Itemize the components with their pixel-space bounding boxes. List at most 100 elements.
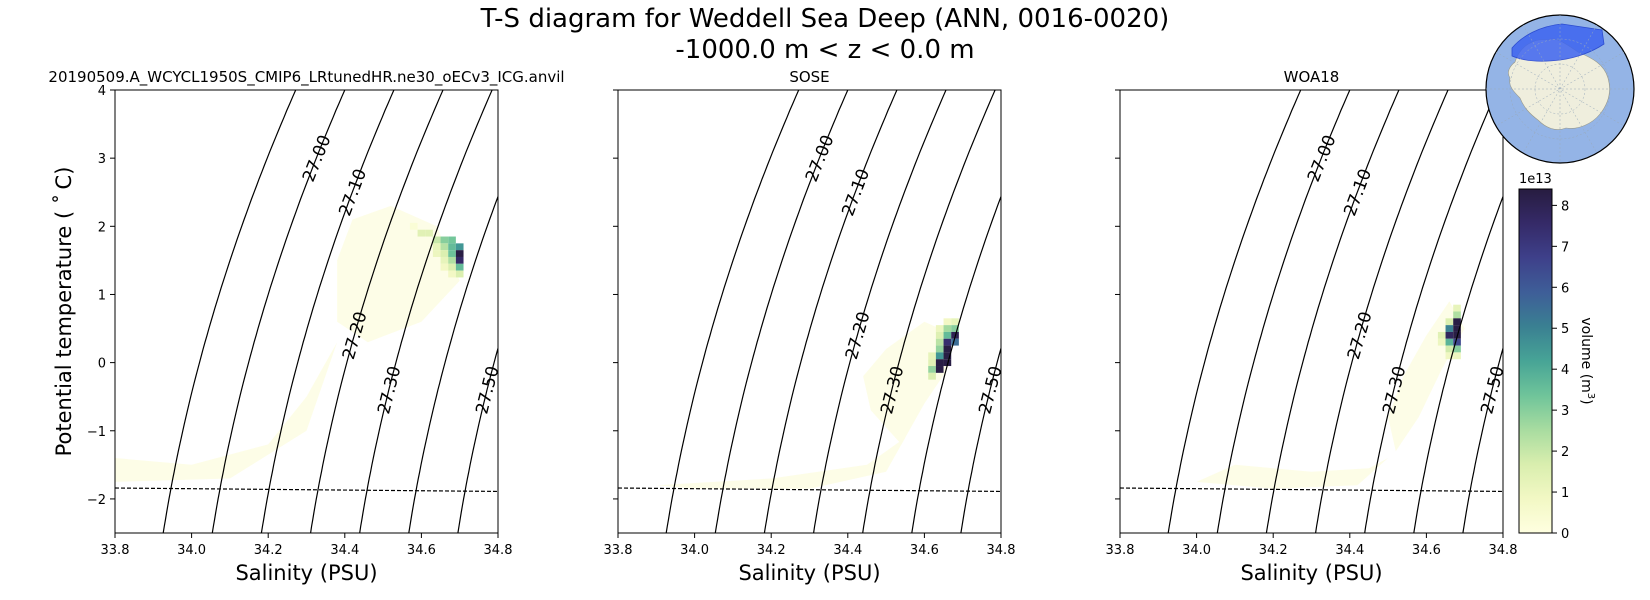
contour-label: 27.20	[842, 310, 875, 362]
colorbar-label-sup: 3	[1585, 393, 1596, 399]
density-contour	[1364, 90, 1498, 533]
volume-bin	[1453, 304, 1461, 312]
low-volume-tail	[656, 437, 906, 489]
axes-frame	[1119, 89, 1504, 534]
contour-label: 27.10	[838, 166, 874, 219]
density-contour	[359, 90, 493, 533]
density-contour	[260, 90, 395, 533]
density-contour	[309, 90, 444, 533]
inset-meridian	[1522, 24, 1598, 154]
volume-bin	[440, 250, 449, 257]
colorbar-tick-label: 5	[1561, 322, 1569, 337]
x-tick-label: 34.2	[757, 543, 786, 558]
x-axis-label: Salinity (PSU)	[1240, 561, 1382, 585]
panel-title: WOA18	[1284, 68, 1340, 86]
colorbar-tick-label: 3	[1561, 404, 1569, 419]
volume-bin	[440, 236, 449, 244]
x-tick-label: 34.2	[1259, 543, 1288, 558]
density-contour	[1608, 83, 1650, 546]
density-contour	[1008, 83, 1146, 546]
density-contour	[457, 346, 498, 533]
y-tick-label: 0	[98, 357, 106, 372]
contour-label-group: 27.00	[299, 132, 336, 185]
volume-bin	[951, 318, 959, 326]
volume-bin	[1453, 318, 1461, 326]
volume-bin	[943, 318, 952, 326]
volume-bin	[928, 372, 936, 380]
density-contour	[211, 90, 346, 533]
contour-label-group: 27.30	[374, 364, 405, 416]
freezing-line	[1120, 487, 1503, 493]
contour-label-group: 27.00	[1304, 132, 1341, 185]
contour-label-group: 27.50	[472, 364, 503, 416]
volume-bin	[928, 359, 936, 367]
x-tick-label: 34.0	[177, 543, 206, 558]
density-contour	[1216, 90, 1351, 533]
colorbar-label: volume (m3)	[1578, 317, 1596, 404]
volume-bin	[432, 243, 441, 251]
volume-bin	[943, 338, 952, 346]
freezing-line	[115, 487, 498, 493]
volume-bin	[417, 229, 426, 237]
axes-frame	[114, 89, 499, 534]
contour-label: 27.20	[1344, 310, 1377, 362]
y-tick-label: 1	[98, 288, 106, 303]
volume-bin	[432, 236, 441, 244]
density-contour	[505, 83, 643, 546]
contour-label-group: 27.50	[975, 364, 1001, 416]
y-tick-label: −2	[87, 493, 106, 508]
contour-label-group: 27.10	[838, 166, 874, 219]
axes-frame	[617, 89, 1002, 534]
x-tick-label: 34.6	[1412, 543, 1441, 558]
figure-title-line2: -1000.0 m < z < 0.0 m	[675, 35, 974, 65]
volume-bin	[448, 263, 456, 271]
colorbar-tick-label: 8	[1561, 199, 1569, 214]
freezing-line	[618, 487, 1001, 493]
low-volume-tail	[1196, 458, 1389, 489]
y-tick-label: −1	[87, 425, 106, 440]
volume-bin	[440, 243, 449, 251]
inset-map	[1485, 14, 1635, 164]
density-contour	[1413, 194, 1503, 533]
contour-label: 27.00	[1304, 132, 1341, 185]
volume-bin	[448, 270, 456, 278]
x-axis-label: Salinity (PSU)	[235, 561, 377, 585]
volume-bin	[1437, 338, 1446, 346]
volume-bin	[928, 352, 936, 360]
contour-label-group: 27.20	[842, 310, 875, 362]
low-volume-tail	[115, 342, 338, 482]
density-contour	[960, 346, 1001, 533]
volume-bin	[1453, 352, 1461, 360]
contour-label: 27.00	[802, 132, 839, 185]
density-contour	[1167, 90, 1302, 533]
colorbar-tick-label: 6	[1561, 281, 1569, 296]
volume-bin	[455, 243, 464, 251]
volume-bin	[951, 338, 959, 346]
contour-label: 27.10	[335, 166, 371, 219]
contour-label: 27.50	[472, 364, 503, 416]
figure-title-line1: T-S diagram for Weddell Sea Deep (ANN, 0…	[480, 4, 1170, 34]
colorbar-tick-label: 2	[1561, 445, 1569, 460]
colorbar-tick-label: 7	[1561, 240, 1569, 255]
volume-bin	[448, 256, 456, 264]
region-highlight	[1511, 23, 1605, 62]
volume-bin	[1437, 331, 1446, 339]
volume-bin	[448, 243, 456, 251]
volume-bin	[951, 325, 959, 332]
volume-bin	[448, 250, 456, 257]
volume-bin	[1445, 345, 1454, 353]
x-tick-label: 33.8	[101, 543, 130, 558]
density-contour	[162, 90, 297, 533]
volume-bin	[943, 331, 952, 339]
x-tick-label: 34.8	[484, 543, 513, 558]
x-tick-label: 34.8	[987, 543, 1016, 558]
volume-bin	[1453, 338, 1461, 346]
x-tick-label: 34.2	[254, 543, 283, 558]
contour-label: 27.30	[374, 364, 405, 416]
volume-bin	[432, 250, 441, 257]
density-contour	[862, 90, 996, 533]
volume-bin	[455, 263, 464, 271]
